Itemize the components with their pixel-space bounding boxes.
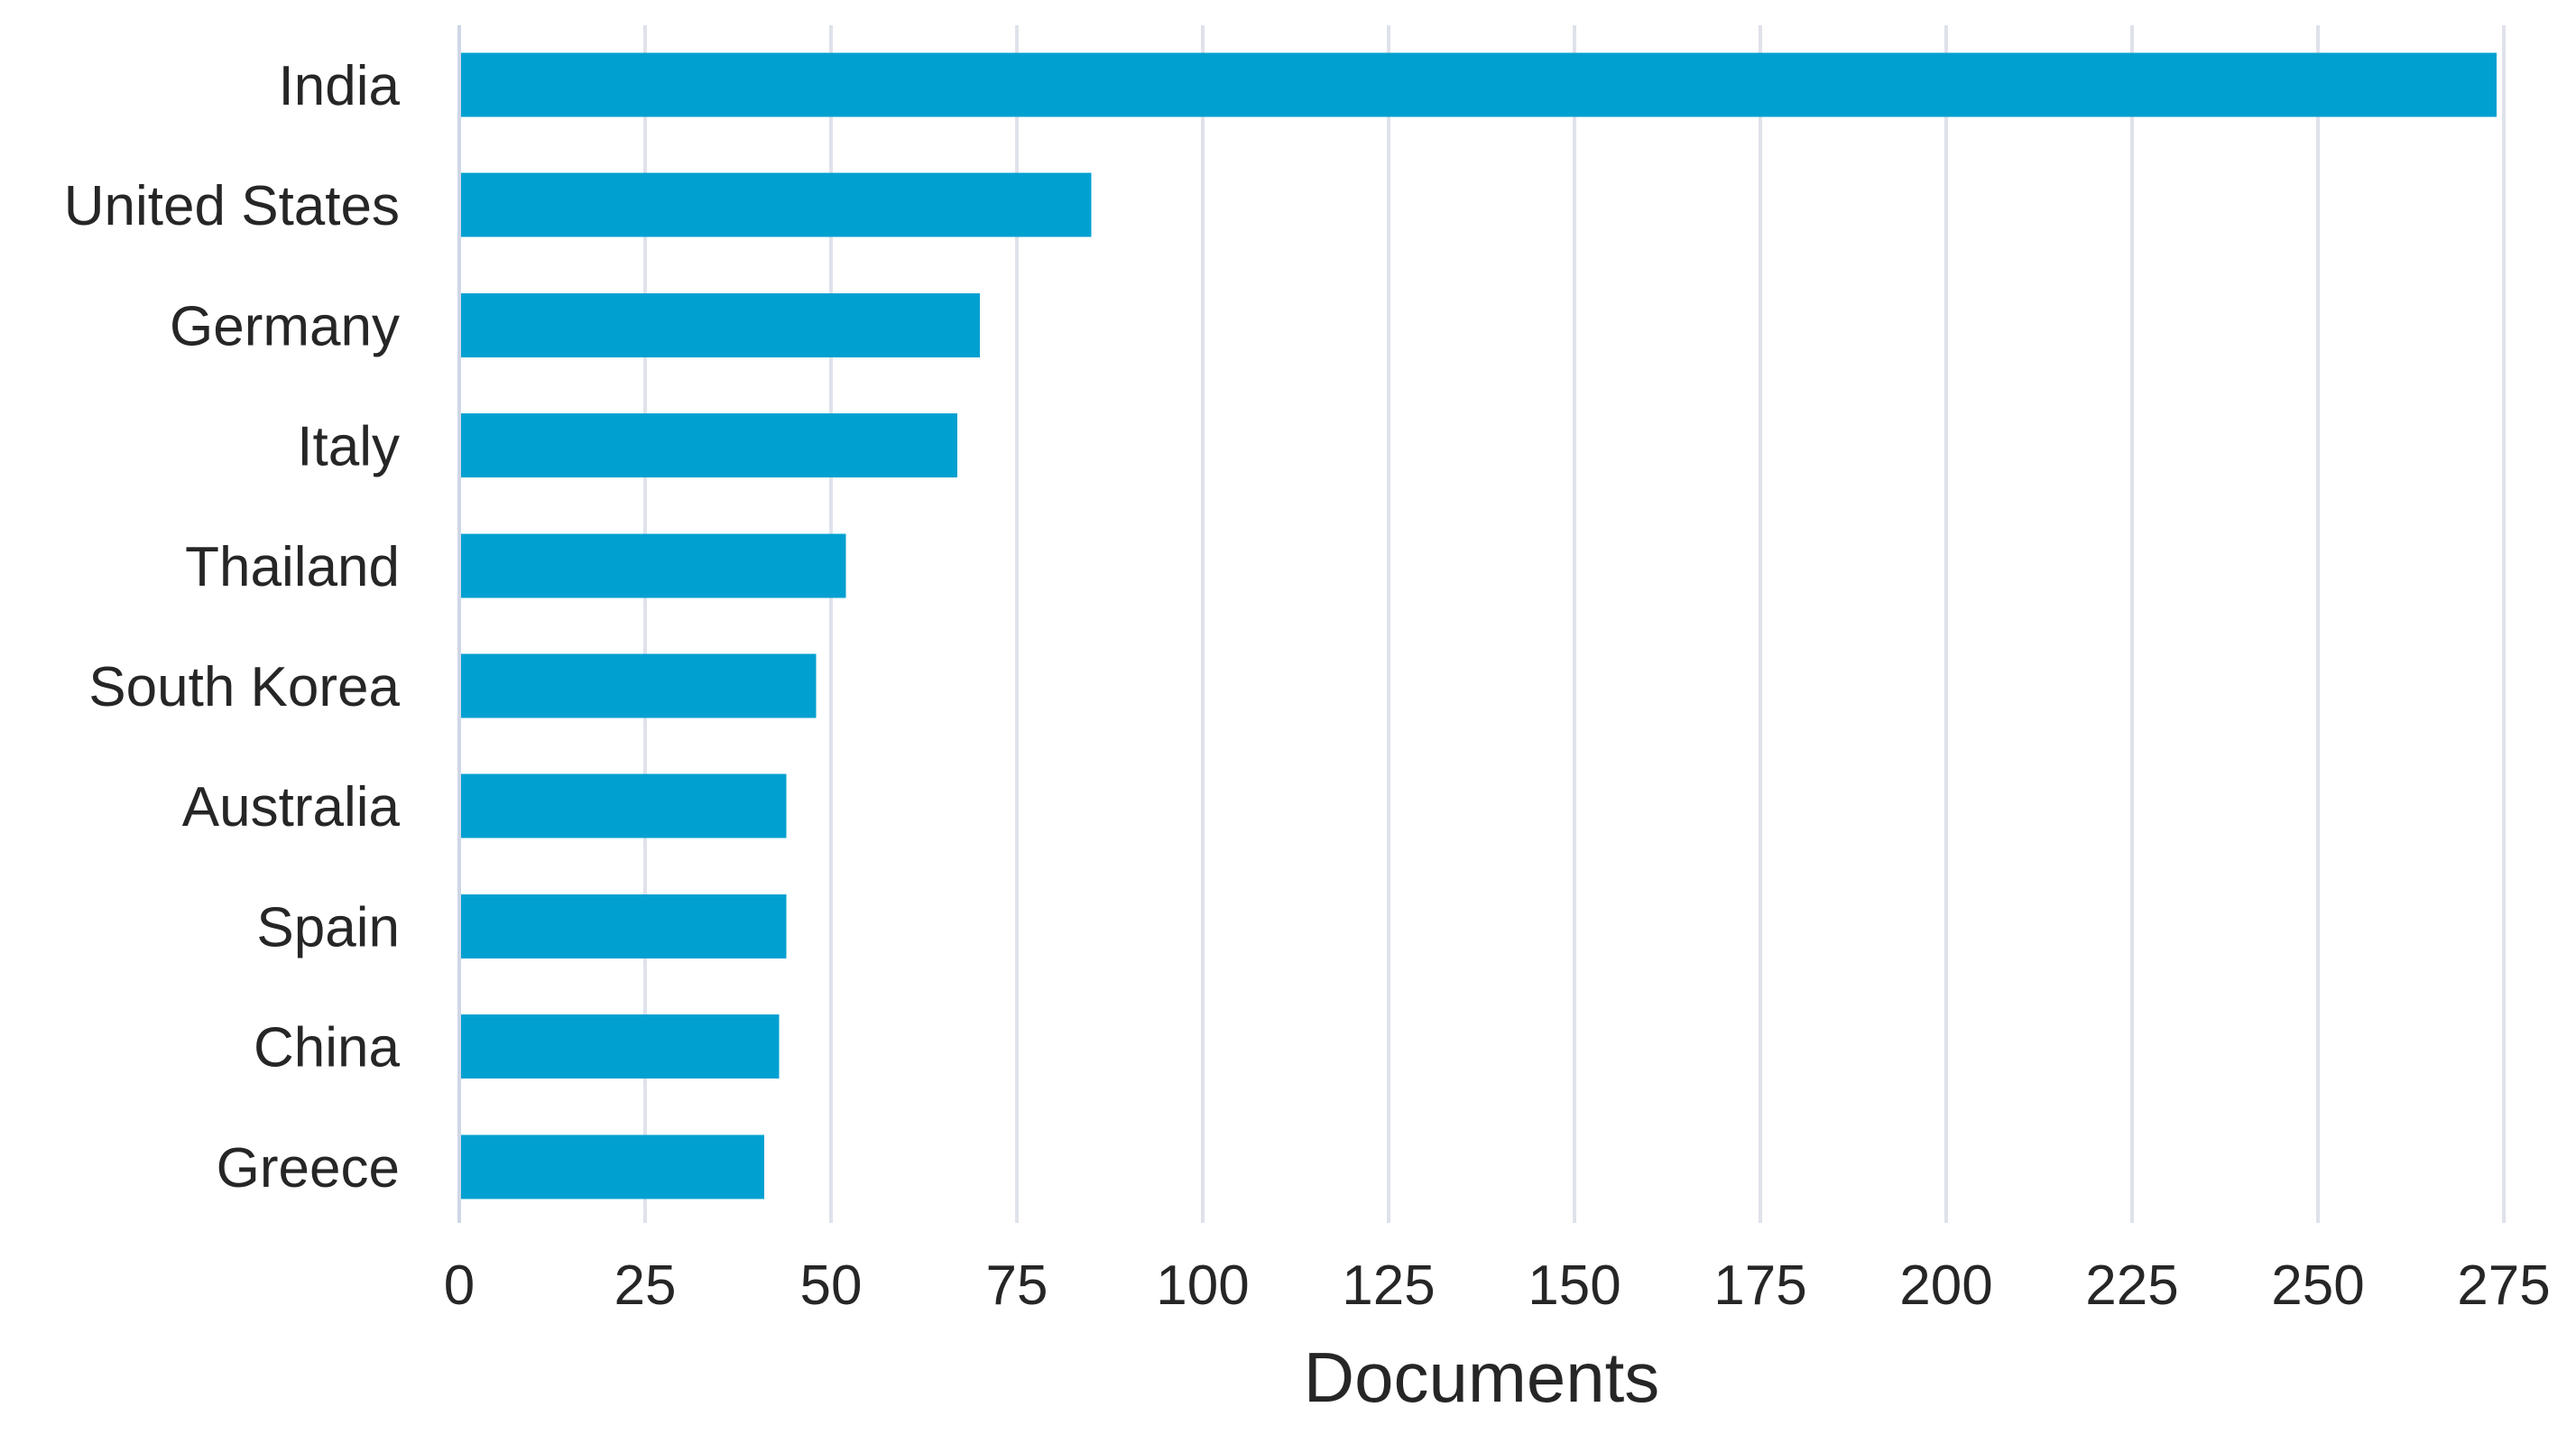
x-tick-label-200: 200 xyxy=(1899,1254,1992,1317)
bar-thailand xyxy=(461,533,846,598)
category-label-india: India xyxy=(279,55,401,117)
x-tick-label-125: 125 xyxy=(1342,1254,1435,1317)
x-tick-label-50: 50 xyxy=(800,1254,863,1317)
x-tick-label-175: 175 xyxy=(1713,1254,1806,1317)
bar-italy xyxy=(461,413,958,478)
bar-greece xyxy=(461,1134,764,1199)
category-label-south-korea: South Korea xyxy=(88,656,400,718)
x-tick-label-225: 225 xyxy=(2085,1254,2178,1317)
bar-australia xyxy=(461,773,787,838)
x-axis-title: Documents xyxy=(1304,1338,1660,1417)
x-tick-label-25: 25 xyxy=(614,1254,677,1317)
x-tick-label-275: 275 xyxy=(2457,1254,2550,1317)
x-tick-label-150: 150 xyxy=(1528,1254,1620,1317)
category-label-germany: Germany xyxy=(170,295,400,357)
x-tick-label-250: 250 xyxy=(2271,1254,2364,1317)
x-tick-labels: 0 25 50 75 100 125 150 175 200 225 250 275 xyxy=(444,1254,2551,1317)
bar-south-korea xyxy=(461,653,817,718)
x-tick-label-0: 0 xyxy=(444,1254,475,1317)
bar-germany xyxy=(461,292,980,357)
category-label-united-states: United States xyxy=(64,175,400,237)
bar-china xyxy=(461,1014,780,1079)
x-tick-label-75: 75 xyxy=(986,1254,1048,1317)
x-tick-label-100: 100 xyxy=(1156,1254,1249,1317)
category-label-thailand: Thailand xyxy=(185,536,400,598)
category-label-italy: Italy xyxy=(297,416,400,478)
bar-india xyxy=(461,52,2497,117)
category-label-greece: Greece xyxy=(217,1137,400,1199)
category-labels: India United States Germany Italy Thailand So… xyxy=(64,55,401,1199)
bar-spain xyxy=(461,893,787,958)
bars xyxy=(461,52,2497,1199)
bar-united-states xyxy=(461,172,1092,237)
category-label-australia: Australia xyxy=(182,776,401,838)
category-label-spain: Spain xyxy=(256,896,400,958)
category-label-china: China xyxy=(254,1017,401,1079)
